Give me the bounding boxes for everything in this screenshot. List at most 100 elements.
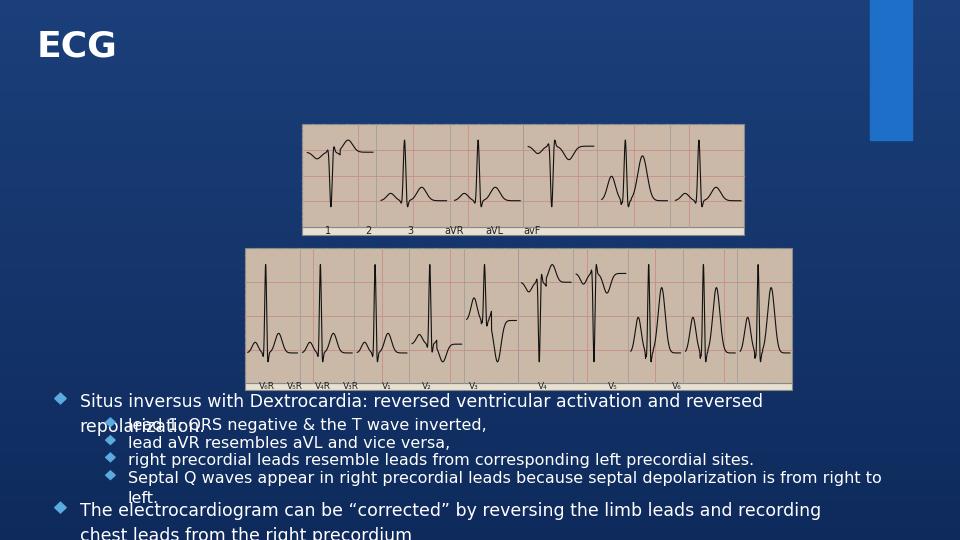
Bar (0, 346, 960, 351)
Bar (0, 529, 960, 535)
Bar (0, 270, 960, 275)
Bar (0, 200, 960, 205)
Bar (0, 184, 960, 189)
Bar (0, 394, 960, 400)
Polygon shape (55, 502, 66, 513)
Bar (0, 216, 960, 221)
Text: avF: avF (523, 226, 540, 236)
Bar (245, 248, 792, 383)
Bar (0, 205, 960, 211)
Bar (0, 140, 960, 146)
Bar (0, 275, 960, 281)
Bar (0, 43, 960, 49)
Bar (302, 227, 744, 235)
Bar (0, 70, 960, 76)
Bar (0, 286, 960, 292)
Bar (0, 281, 960, 286)
Text: The electrocardiogram can be “corrected” by reversing the limb leads and recordi: The electrocardiogram can be “corrected”… (80, 502, 821, 540)
Bar (0, 313, 960, 319)
Bar (0, 302, 960, 308)
Bar (0, 11, 960, 16)
Text: V₄: V₄ (538, 382, 547, 391)
Bar (0, 524, 960, 529)
Bar (0, 410, 960, 416)
Bar (0, 189, 960, 194)
Bar (0, 351, 960, 356)
Bar (0, 491, 960, 497)
Text: V₆: V₆ (672, 382, 682, 391)
Bar (0, 130, 960, 135)
Bar (0, 497, 960, 502)
Bar (0, 265, 960, 270)
Bar (0, 0, 960, 5)
Bar (0, 400, 960, 405)
Bar (0, 65, 960, 70)
Bar (245, 383, 792, 390)
Polygon shape (106, 418, 115, 427)
Text: lead aVR resembles aVL and vice versa,: lead aVR resembles aVL and vice versa, (128, 436, 450, 451)
Bar (0, 86, 960, 92)
Text: V₃R: V₃R (344, 382, 359, 391)
Bar (0, 421, 960, 427)
Bar (0, 437, 960, 443)
Bar (0, 475, 960, 481)
Polygon shape (55, 393, 66, 404)
Bar (0, 405, 960, 410)
Bar (0, 486, 960, 491)
Bar (0, 297, 960, 302)
Bar (0, 167, 960, 173)
Text: aVR: aVR (444, 226, 464, 236)
Bar (0, 448, 960, 454)
Bar (0, 238, 960, 243)
Text: lead 1: QRS negative & the T wave inverted,: lead 1: QRS negative & the T wave invert… (128, 418, 487, 433)
Bar (0, 124, 960, 130)
Bar (0, 5, 960, 11)
Bar (0, 248, 960, 254)
Bar (0, 259, 960, 265)
Bar (0, 173, 960, 178)
Bar (0, 356, 960, 362)
Bar (0, 49, 960, 54)
Bar (0, 103, 960, 108)
Bar (0, 135, 960, 140)
Bar (0, 432, 960, 437)
Bar (0, 243, 960, 248)
Bar (0, 92, 960, 97)
Bar (0, 481, 960, 486)
Bar (0, 108, 960, 113)
Bar (0, 22, 960, 27)
Bar (0, 227, 960, 232)
Bar (0, 76, 960, 81)
Polygon shape (106, 471, 115, 480)
Text: V₄R: V₄R (315, 382, 330, 391)
Bar (0, 254, 960, 259)
Bar (0, 319, 960, 324)
Bar (870, 0, 912, 140)
Bar (0, 151, 960, 157)
Bar (0, 59, 960, 65)
Bar (0, 324, 960, 329)
Bar (0, 308, 960, 313)
Polygon shape (106, 453, 115, 462)
Text: V₁: V₁ (382, 382, 392, 391)
Bar (0, 416, 960, 421)
Bar (0, 157, 960, 162)
Bar (0, 27, 960, 32)
Bar (0, 454, 960, 459)
Bar (0, 443, 960, 448)
Bar (0, 535, 960, 540)
Text: V₅: V₅ (608, 382, 617, 391)
Bar (0, 146, 960, 151)
Bar (0, 54, 960, 59)
Bar (0, 221, 960, 227)
Bar (0, 383, 960, 389)
Bar (0, 38, 960, 43)
Bar (0, 464, 960, 470)
Bar (0, 389, 960, 394)
Text: 2: 2 (366, 226, 372, 236)
Bar (0, 97, 960, 103)
Bar (0, 194, 960, 200)
Text: aVL: aVL (486, 226, 503, 236)
Text: V₃: V₃ (469, 382, 479, 391)
Bar (0, 162, 960, 167)
